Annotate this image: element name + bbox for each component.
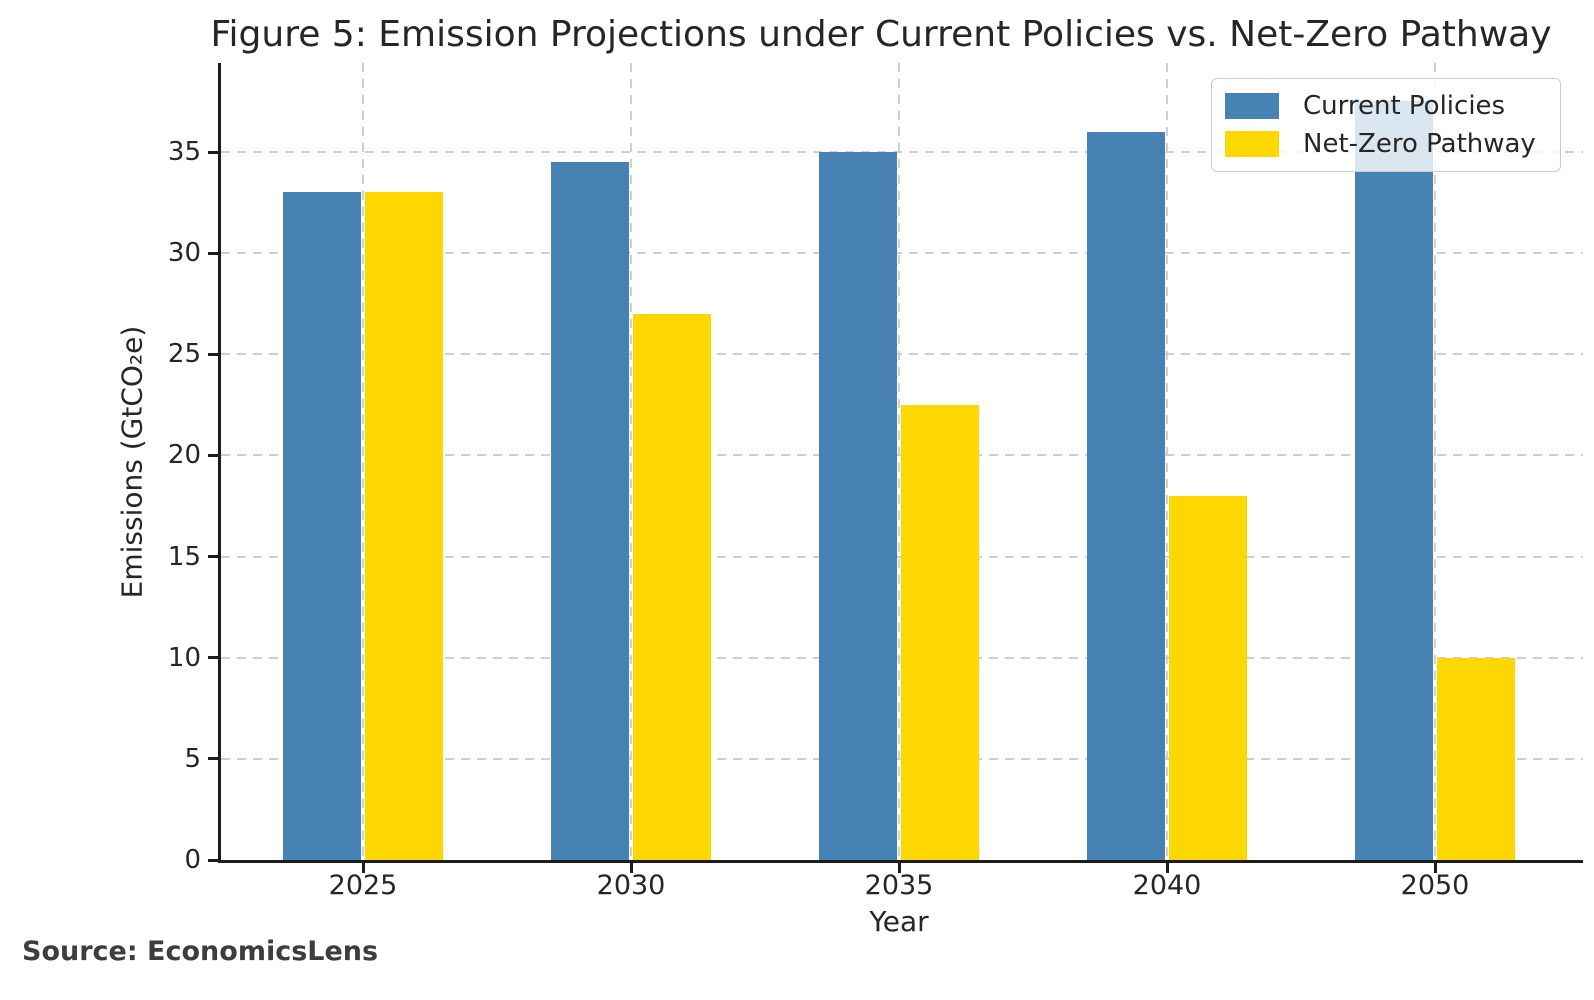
x-tick-label: 2025	[328, 870, 398, 901]
bar-net-zero-pathway	[365, 192, 443, 860]
y-tick-label: 0	[184, 845, 201, 875]
x-gridline	[898, 63, 900, 860]
y-tick-mark	[208, 150, 218, 154]
plot-area: 0 5 10 15 20 25 30 35 2025 2030 2035 2040 2050	[168, 63, 1583, 901]
x-tick-label: 2030	[596, 870, 666, 901]
y-tick-mark	[208, 251, 218, 255]
y-tick-label: 10	[167, 642, 201, 673]
x-tick-label: 2040	[1132, 870, 1202, 901]
y-tick-label: 15	[167, 541, 201, 572]
y-gridline	[221, 151, 1583, 153]
bar-current-policies	[819, 152, 897, 860]
legend-swatch	[1225, 93, 1279, 119]
legend-item: Net-Zero Pathway	[1225, 125, 1547, 163]
source-note: Source: EconomicsLens	[22, 936, 379, 967]
y-tick-label: 20	[167, 440, 201, 471]
y-tick-label: 5	[184, 743, 201, 774]
bar-current-policies	[1087, 131, 1165, 860]
bar-current-policies	[551, 162, 629, 860]
bar-net-zero-pathway	[1169, 495, 1247, 860]
y-tick-mark	[208, 453, 218, 457]
y-tick-mark	[208, 352, 218, 356]
bar-current-policies	[1355, 101, 1433, 860]
x-gridline	[1434, 63, 1436, 860]
y-tick-label: 30	[167, 238, 201, 269]
y-tick-mark	[208, 555, 218, 559]
y-tick-label: 25	[167, 339, 201, 370]
y-gridline	[221, 252, 1583, 255]
x-tick-mark	[629, 863, 633, 873]
x-tick-mark	[1433, 863, 1437, 873]
x-gridline	[630, 63, 632, 860]
y-tick-mark	[208, 656, 218, 660]
y-tick-mark	[208, 858, 218, 862]
bar-current-policies	[283, 192, 361, 860]
bar-net-zero-pathway	[633, 313, 711, 860]
chart-title: Figure 5: Emission Projections under Cur…	[210, 14, 1552, 55]
legend-label: Current Policies	[1303, 91, 1506, 121]
x-gridline	[362, 63, 364, 860]
y-tick-mark	[208, 757, 218, 761]
legend: Current Policies Net-Zero Pathway	[1211, 78, 1561, 172]
x-tick-label: 2035	[864, 870, 934, 901]
y-tick-label: 35	[167, 137, 201, 167]
bar-net-zero-pathway	[901, 404, 979, 860]
legend-item: Current Policies	[1225, 87, 1547, 125]
legend-swatch	[1225, 131, 1279, 157]
x-tick-mark	[897, 863, 901, 873]
x-gridline	[1166, 63, 1168, 860]
bar-net-zero-pathway	[1437, 657, 1515, 860]
x-tick-mark	[361, 863, 365, 873]
x-tick-mark	[1165, 863, 1169, 873]
legend-label: Net-Zero Pathway	[1303, 129, 1536, 159]
y-gridline	[221, 353, 1583, 356]
x-tick-label: 2050	[1400, 870, 1470, 901]
x-axis-label: Year	[869, 905, 929, 938]
